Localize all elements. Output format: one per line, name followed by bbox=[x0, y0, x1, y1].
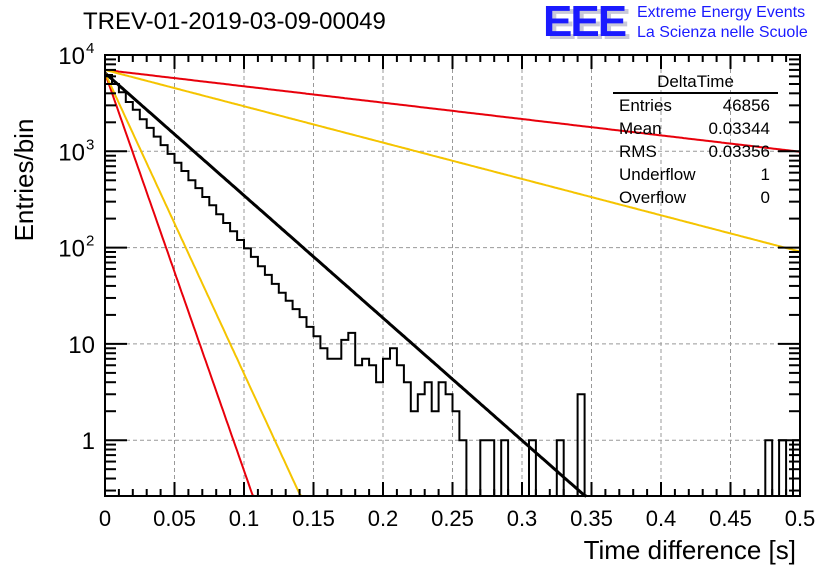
tick-labels: 0 0.05 0.1 0.15 0.2 0.25 0.3 0.35 0.4 0.45 0.510 41… bbox=[58, 40, 815, 531]
stats-value: 0.03356 bbox=[708, 142, 770, 161]
y-tick-label: 10 bbox=[58, 43, 85, 70]
curve-fit bbox=[104, 71, 587, 498]
x-axis-label: Time difference [s] bbox=[584, 535, 796, 565]
curve-yellow-slow bbox=[104, 68, 801, 253]
stats-row: Overflow 0 bbox=[613, 186, 778, 209]
stats-value: 46856 bbox=[722, 96, 770, 115]
stats-row: Entries 46856 bbox=[613, 94, 778, 117]
stats-label: Entries bbox=[619, 96, 672, 115]
curve-red-fast bbox=[104, 72, 255, 497]
y-axis-label: Entries/bin bbox=[9, 119, 39, 242]
y-tick-label: 10 bbox=[58, 236, 85, 263]
stats-row: RMS 0.03356 bbox=[613, 140, 778, 163]
stats-row: Underflow 1 bbox=[613, 163, 778, 186]
x-tick-label: 0.25 bbox=[431, 506, 474, 531]
stats-box: DeltaTime Entries 46856 Mean 0.03344 RMS 0.03… bbox=[613, 72, 778, 209]
stats-label: Underflow bbox=[619, 165, 696, 184]
y-tick-label: 1 bbox=[82, 428, 95, 455]
x-tick-label: 0.2 bbox=[368, 506, 399, 531]
stats-row: Mean 0.03344 bbox=[613, 117, 778, 140]
stats-title: DeltaTime bbox=[613, 72, 778, 94]
x-tick-label: 0 bbox=[99, 506, 111, 531]
x-tick-label: 0.15 bbox=[292, 506, 335, 531]
y-tick-exponent: 2 bbox=[86, 233, 94, 250]
x-tick-label: 0.45 bbox=[709, 506, 752, 531]
curve-yellow-fast bbox=[104, 72, 303, 497]
x-tick-label: 0.05 bbox=[153, 506, 196, 531]
stats-label: Overflow bbox=[619, 188, 687, 207]
x-tick-label: 0.35 bbox=[570, 506, 613, 531]
y-tick-exponent: 4 bbox=[86, 40, 94, 57]
logo-line-2: La Scienza nelle Scuole bbox=[637, 24, 808, 41]
y-tick-exponent: 3 bbox=[86, 136, 94, 153]
x-tick-label: 0.3 bbox=[507, 506, 538, 531]
chart-title: TREV-01-2019-03-09-00049 bbox=[83, 8, 386, 35]
x-tick-label: 0.1 bbox=[229, 506, 260, 531]
curve-red-slow bbox=[104, 68, 801, 153]
x-tick-label: 0.5 bbox=[785, 506, 816, 531]
stats-value: 0.03344 bbox=[708, 119, 770, 138]
curves bbox=[104, 68, 801, 498]
y-tick-label: 10 bbox=[68, 332, 95, 359]
x-tick-label: 0.4 bbox=[646, 506, 677, 531]
grid bbox=[105, 55, 800, 496]
stats-label: Mean bbox=[619, 119, 662, 138]
logo-mark: EEE bbox=[543, 0, 627, 46]
stats-value: 1 bbox=[760, 165, 770, 184]
stats-label: RMS bbox=[619, 142, 657, 161]
logo-line-1: Extreme Energy Events bbox=[637, 4, 806, 21]
y-tick-label: 10 bbox=[58, 139, 85, 166]
stats-value: 0 bbox=[760, 188, 770, 207]
axis-ticks bbox=[104, 54, 801, 496]
